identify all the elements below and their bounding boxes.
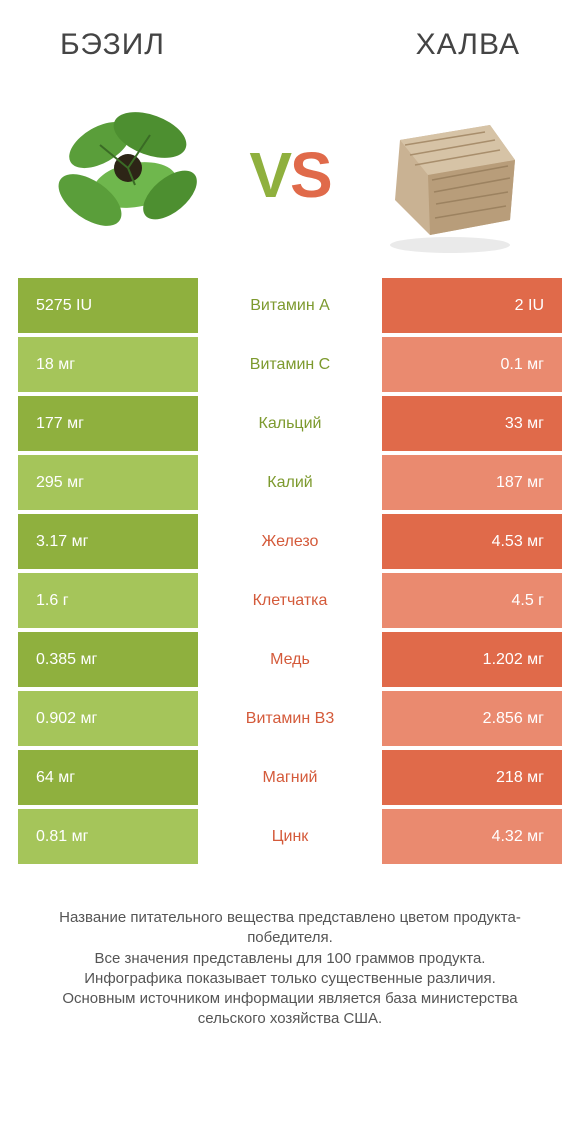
value-right: 1.202 мг [382, 632, 562, 687]
vs-label: VS [249, 138, 330, 212]
value-left: 18 мг [18, 337, 198, 392]
table-row: 3.17 мгЖелезо4.53 мг [18, 514, 562, 569]
value-left: 5275 IU [18, 278, 198, 333]
value-left: 1.6 г [18, 573, 198, 628]
value-right: 0.1 мг [382, 337, 562, 392]
footnote: Название питательного вещества представл… [0, 868, 580, 1030]
value-right: 218 мг [382, 750, 562, 805]
nutrient-label: Витамин C [198, 337, 382, 392]
value-right: 2.856 мг [382, 691, 562, 746]
vs-v: V [249, 139, 290, 211]
table-row: 0.81 мгЦинк4.32 мг [18, 809, 562, 864]
nutrient-label: Витамин B3 [198, 691, 382, 746]
comparison-table: 5275 IUВитамин A2 IU18 мгВитамин C0.1 мг… [0, 270, 580, 864]
nutrient-label: Витамин A [198, 278, 382, 333]
table-row: 0.902 мгВитамин B32.856 мг [18, 691, 562, 746]
footnote-line: Основным источником информации является … [28, 989, 552, 1030]
nutrient-label: Магний [198, 750, 382, 805]
halva-icon [360, 90, 540, 260]
table-row: 18 мгВитамин C0.1 мг [18, 337, 562, 392]
value-right: 4.5 г [382, 573, 562, 628]
footnote-line: Название питательного вещества представл… [28, 908, 552, 949]
basil-icon [40, 90, 220, 260]
value-right: 33 мг [382, 396, 562, 451]
value-left: 3.17 мг [18, 514, 198, 569]
table-row: 5275 IUВитамин A2 IU [18, 278, 562, 333]
footnote-line: Все значения представлены для 100 граммо… [28, 949, 552, 969]
value-left: 295 мг [18, 455, 198, 510]
halva-image [360, 90, 540, 260]
nutrient-label: Цинк [198, 809, 382, 864]
value-left: 0.385 мг [18, 632, 198, 687]
hero: VS [0, 80, 580, 270]
value-left: 177 мг [18, 396, 198, 451]
table-row: 1.6 гКлетчатка4.5 г [18, 573, 562, 628]
value-right: 4.32 мг [382, 809, 562, 864]
value-left: 0.902 мг [18, 691, 198, 746]
value-right: 2 IU [382, 278, 562, 333]
table-row: 177 мгКальций33 мг [18, 396, 562, 451]
value-right: 4.53 мг [382, 514, 562, 569]
basil-image [40, 90, 220, 260]
table-row: 64 мгМагний218 мг [18, 750, 562, 805]
table-row: 295 мгКалий187 мг [18, 455, 562, 510]
footnote-line: Инфографика показывает только существенн… [28, 969, 552, 989]
title-left: БЭЗИЛ [60, 28, 165, 62]
nutrient-label: Медь [198, 632, 382, 687]
nutrient-label: Клетчатка [198, 573, 382, 628]
header: БЭЗИЛ ХАЛВА [0, 0, 580, 80]
nutrient-label: Калий [198, 455, 382, 510]
vs-s: S [290, 139, 331, 211]
nutrient-label: Кальций [198, 396, 382, 451]
value-left: 0.81 мг [18, 809, 198, 864]
table-row: 0.385 мгМедь1.202 мг [18, 632, 562, 687]
title-right: ХАЛВА [416, 28, 520, 62]
nutrient-label: Железо [198, 514, 382, 569]
value-right: 187 мг [382, 455, 562, 510]
value-left: 64 мг [18, 750, 198, 805]
